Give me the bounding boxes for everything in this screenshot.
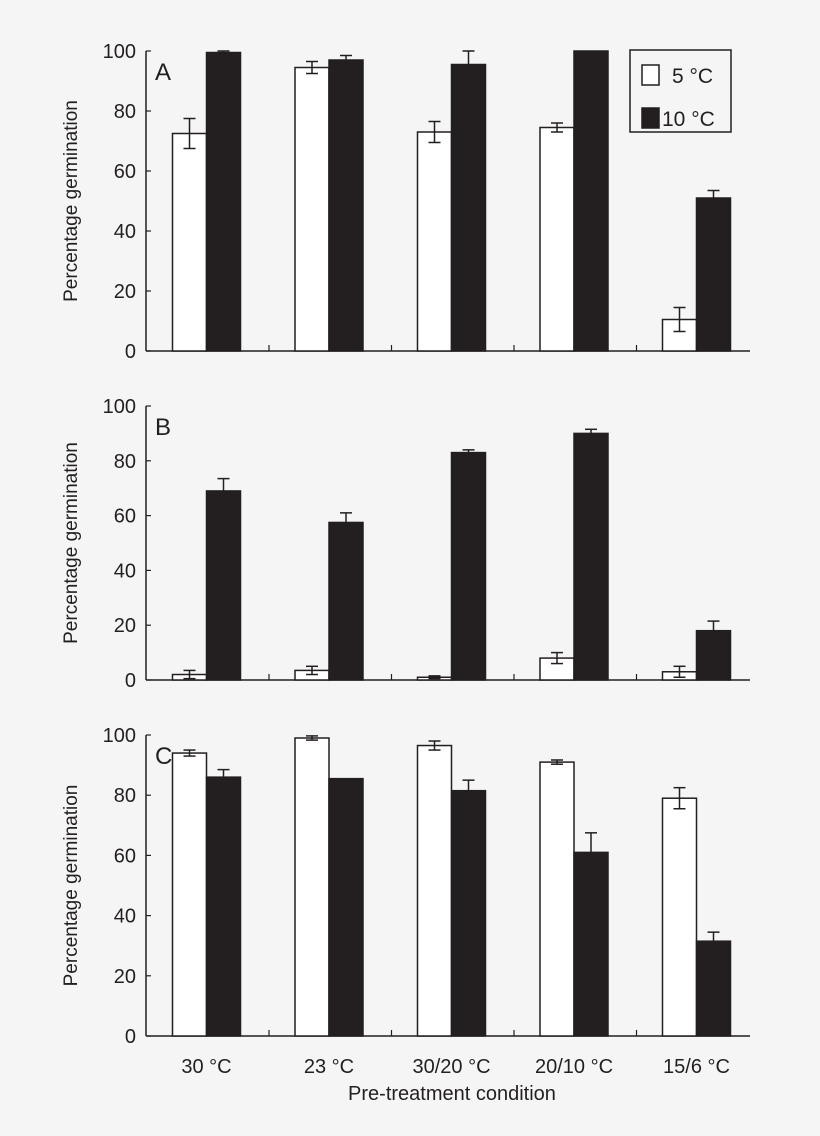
y-tick-label: 0 — [125, 670, 136, 692]
y-tick-label: 20 — [114, 966, 136, 988]
legend-swatch — [641, 107, 660, 129]
y-tick-label: 100 — [103, 396, 136, 418]
bar-10c — [695, 940, 732, 1037]
bar-10c — [695, 197, 732, 352]
bar-10c — [205, 776, 242, 1037]
bar-10c — [205, 51, 242, 352]
bar-5c — [294, 737, 330, 1037]
legend-swatch — [641, 64, 660, 86]
bar-5c — [294, 66, 330, 352]
x-tick-label: 23 °C — [304, 1056, 354, 1078]
y-tick-label: 100 — [103, 41, 136, 63]
legend-label: 5 °C — [672, 65, 713, 88]
bar-10c — [450, 451, 487, 681]
y-tick-label: 40 — [114, 560, 136, 582]
bar-10c — [573, 50, 609, 352]
y-tick-label: 80 — [114, 101, 136, 123]
y-tick-label: 60 — [114, 845, 136, 867]
x-tick-label: 30/20 °C — [412, 1056, 490, 1078]
bar-5c — [171, 752, 208, 1037]
y-axis-label: Percentage germination — [61, 100, 82, 302]
bar-5c — [539, 126, 575, 352]
x-tick-label: 20/10 °C — [535, 1056, 613, 1078]
x-axis-label: Pre-treatment condition — [348, 1083, 556, 1105]
x-tick-label: 15/6 °C — [663, 1056, 730, 1078]
bar-10c — [573, 851, 609, 1037]
bar-10c — [573, 432, 609, 681]
bar-10c — [450, 789, 487, 1037]
bar-10c — [328, 59, 364, 352]
bar-10c — [328, 777, 364, 1037]
y-tick-label: 0 — [125, 341, 136, 363]
bar-10c — [205, 490, 242, 681]
bar-10c — [450, 63, 487, 352]
y-tick-label: 20 — [114, 281, 136, 303]
y-tick-label: 20 — [114, 615, 136, 637]
legend-box — [629, 49, 732, 133]
x-tick-label: 30 °C — [181, 1056, 231, 1078]
y-tick-label: 40 — [114, 906, 136, 928]
y-tick-label: 40 — [114, 221, 136, 243]
y-tick-label: 0 — [125, 1026, 136, 1048]
y-axis-label: Percentage germination — [61, 442, 82, 644]
panel-label: C — [155, 743, 172, 770]
y-tick-label: 60 — [114, 161, 136, 183]
bar-10c — [695, 629, 732, 681]
y-tick-label: 60 — [114, 506, 136, 528]
y-axis-label: Percentage germination — [61, 785, 82, 987]
y-tick-label: 80 — [114, 785, 136, 807]
y-tick-label: 100 — [103, 725, 136, 747]
bar-5c — [416, 131, 453, 352]
legend-label: 10 °C — [662, 108, 715, 131]
y-tick-label: 80 — [114, 451, 136, 473]
bar-5c — [539, 761, 575, 1037]
panel-label: B — [155, 414, 171, 441]
bar-5c — [661, 797, 698, 1037]
bar-5c — [171, 132, 208, 352]
panel-label: A — [155, 59, 171, 86]
bar-5c — [416, 744, 453, 1037]
bar-10c — [328, 521, 364, 681]
